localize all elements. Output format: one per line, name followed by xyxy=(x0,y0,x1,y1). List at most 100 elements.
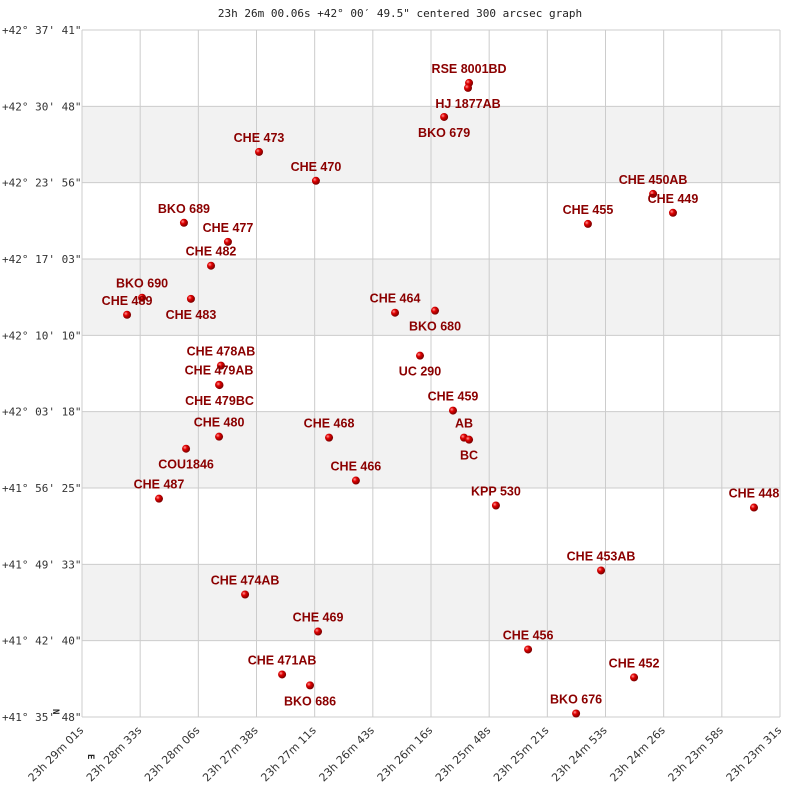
star[interactable]: CHE 474AB xyxy=(211,574,280,599)
star-point[interactable] xyxy=(215,381,224,390)
star-point[interactable] xyxy=(306,681,315,690)
star-point[interactable] xyxy=(649,189,658,198)
star-label: CHE 450AB xyxy=(619,173,688,187)
star[interactable]: CHE 464 xyxy=(370,292,421,317)
star-point[interactable] xyxy=(440,112,449,121)
star-point[interactable] xyxy=(179,218,188,227)
star-point[interactable] xyxy=(215,432,224,441)
y-tick-label: +42° 10' 10" xyxy=(2,329,81,342)
star[interactable]: KPP 530 xyxy=(471,485,521,510)
star[interactable]: BC xyxy=(460,435,478,463)
star-point[interactable] xyxy=(325,433,334,442)
star-point[interactable] xyxy=(630,673,639,682)
star-label: BKO 690 xyxy=(116,277,168,291)
star-label: AB xyxy=(455,417,473,431)
x-tick-label: 23h 25m 21s xyxy=(491,724,552,785)
x-tick-label: 23h 29m 01s xyxy=(26,724,87,785)
star[interactable]: BKO 679 xyxy=(418,112,470,140)
star[interactable]: CHE 477 xyxy=(203,221,254,246)
star[interactable]: CHE 470 xyxy=(291,160,342,185)
star-point[interactable] xyxy=(314,627,323,636)
star-point[interactable] xyxy=(749,503,758,512)
x-tick-label: 23h 23m 31s xyxy=(724,724,785,785)
y-tick-label: +42° 37' 41" xyxy=(2,24,81,37)
star-point[interactable] xyxy=(465,435,474,444)
star-point[interactable] xyxy=(182,444,191,453)
star[interactable]: COU1846 xyxy=(158,444,214,472)
star-point[interactable] xyxy=(311,176,320,185)
star-label: CHE 477 xyxy=(203,221,254,235)
star[interactable]: CHE 453AB xyxy=(567,549,636,575)
x-tick-label: 23h 25m 48s xyxy=(433,724,494,785)
star[interactable]: CHE 482 xyxy=(186,245,237,270)
star[interactable]: CHE 456 xyxy=(503,628,554,654)
star[interactable]: BKO 676 xyxy=(550,692,602,718)
star-label: COU1846 xyxy=(158,458,214,472)
star[interactable]: CHE 452 xyxy=(609,656,660,682)
star[interactable]: BKO 689 xyxy=(158,202,210,227)
star[interactable]: BKO 686 xyxy=(284,681,336,708)
star-label: CHE 470 xyxy=(291,160,342,174)
x-tick-label: 23h 26m 43s xyxy=(317,724,378,785)
star[interactable]: CHE 487 xyxy=(134,478,185,503)
star[interactable]: CHE 459 xyxy=(428,390,479,415)
star[interactable]: HJ 1877AB xyxy=(435,83,501,111)
star-point[interactable] xyxy=(448,406,457,415)
star-label: UC 290 xyxy=(399,365,441,379)
star-point[interactable] xyxy=(464,83,473,92)
star-point[interactable] xyxy=(123,310,132,319)
star[interactable]: CHE 448 xyxy=(729,487,780,512)
x-tick-label: 23h 28m 06s xyxy=(142,724,203,785)
star-point[interactable] xyxy=(431,306,440,315)
star-label: CHE 482 xyxy=(186,245,237,259)
star-point[interactable] xyxy=(216,361,225,370)
star-point[interactable] xyxy=(138,293,147,302)
star-point[interactable] xyxy=(154,494,163,503)
y-axis-ticks: +42° 37' 41" +42° 30' 48" +42° 23' 56" +42°… xyxy=(2,24,81,724)
star-label: CHE 459 xyxy=(428,390,479,404)
star-point[interactable] xyxy=(241,590,250,599)
star[interactable]: CHE 466 xyxy=(331,460,382,485)
star[interactable]: CHE 473 xyxy=(234,131,285,156)
star-point[interactable] xyxy=(491,501,500,510)
star[interactable]: CHE 471AB xyxy=(248,653,317,679)
star-label: CHE 464 xyxy=(370,292,421,306)
y-tick-label: +41° 35' 48" xyxy=(2,711,81,724)
star-label: CHE 453AB xyxy=(567,549,636,563)
star[interactable]: UC 290 xyxy=(399,351,441,379)
star[interactable]: CHE 469 xyxy=(293,611,344,636)
star-point[interactable] xyxy=(524,645,533,654)
star-point[interactable] xyxy=(255,147,264,156)
star-label: CHE 487 xyxy=(134,478,185,492)
star[interactable]: CHE 479BC xyxy=(185,381,254,408)
star[interactable]: CHE 489 xyxy=(102,294,153,319)
y-tick-label: +41° 56' 25" xyxy=(2,482,81,495)
star[interactable]: CHE 455 xyxy=(563,203,614,228)
star-point[interactable] xyxy=(668,208,677,217)
star-point[interactable] xyxy=(391,308,400,317)
star[interactable]: CHE 468 xyxy=(304,417,355,442)
star-point[interactable] xyxy=(583,219,592,228)
star[interactable]: CHE 483 xyxy=(166,294,217,322)
star-point[interactable] xyxy=(597,566,606,575)
star-label: CHE 479AB xyxy=(185,364,254,378)
star-point[interactable] xyxy=(223,237,232,246)
star-point[interactable] xyxy=(416,351,425,360)
star[interactable]: CHE 480 xyxy=(194,416,245,441)
x-tick-label: 23h 26m 16s xyxy=(375,724,436,785)
star[interactable]: BKO 680 xyxy=(409,306,461,334)
star-label: CHE 466 xyxy=(331,460,382,474)
star-point[interactable] xyxy=(278,670,287,679)
star-point[interactable] xyxy=(572,709,581,718)
star-point[interactable] xyxy=(351,476,360,485)
star-label: CHE 452 xyxy=(609,656,660,670)
y-tick-label: +42° 17' 03" xyxy=(2,253,81,266)
star[interactable]: CHE 449 xyxy=(648,192,699,217)
star-point[interactable] xyxy=(186,294,195,303)
star-label: CHE 468 xyxy=(304,417,355,431)
star[interactable]: CHE 478AB xyxy=(187,345,256,370)
star[interactable]: BKO 690 xyxy=(116,277,168,302)
star[interactable]: CHE 450AB xyxy=(619,173,688,198)
star-point[interactable] xyxy=(207,261,216,270)
